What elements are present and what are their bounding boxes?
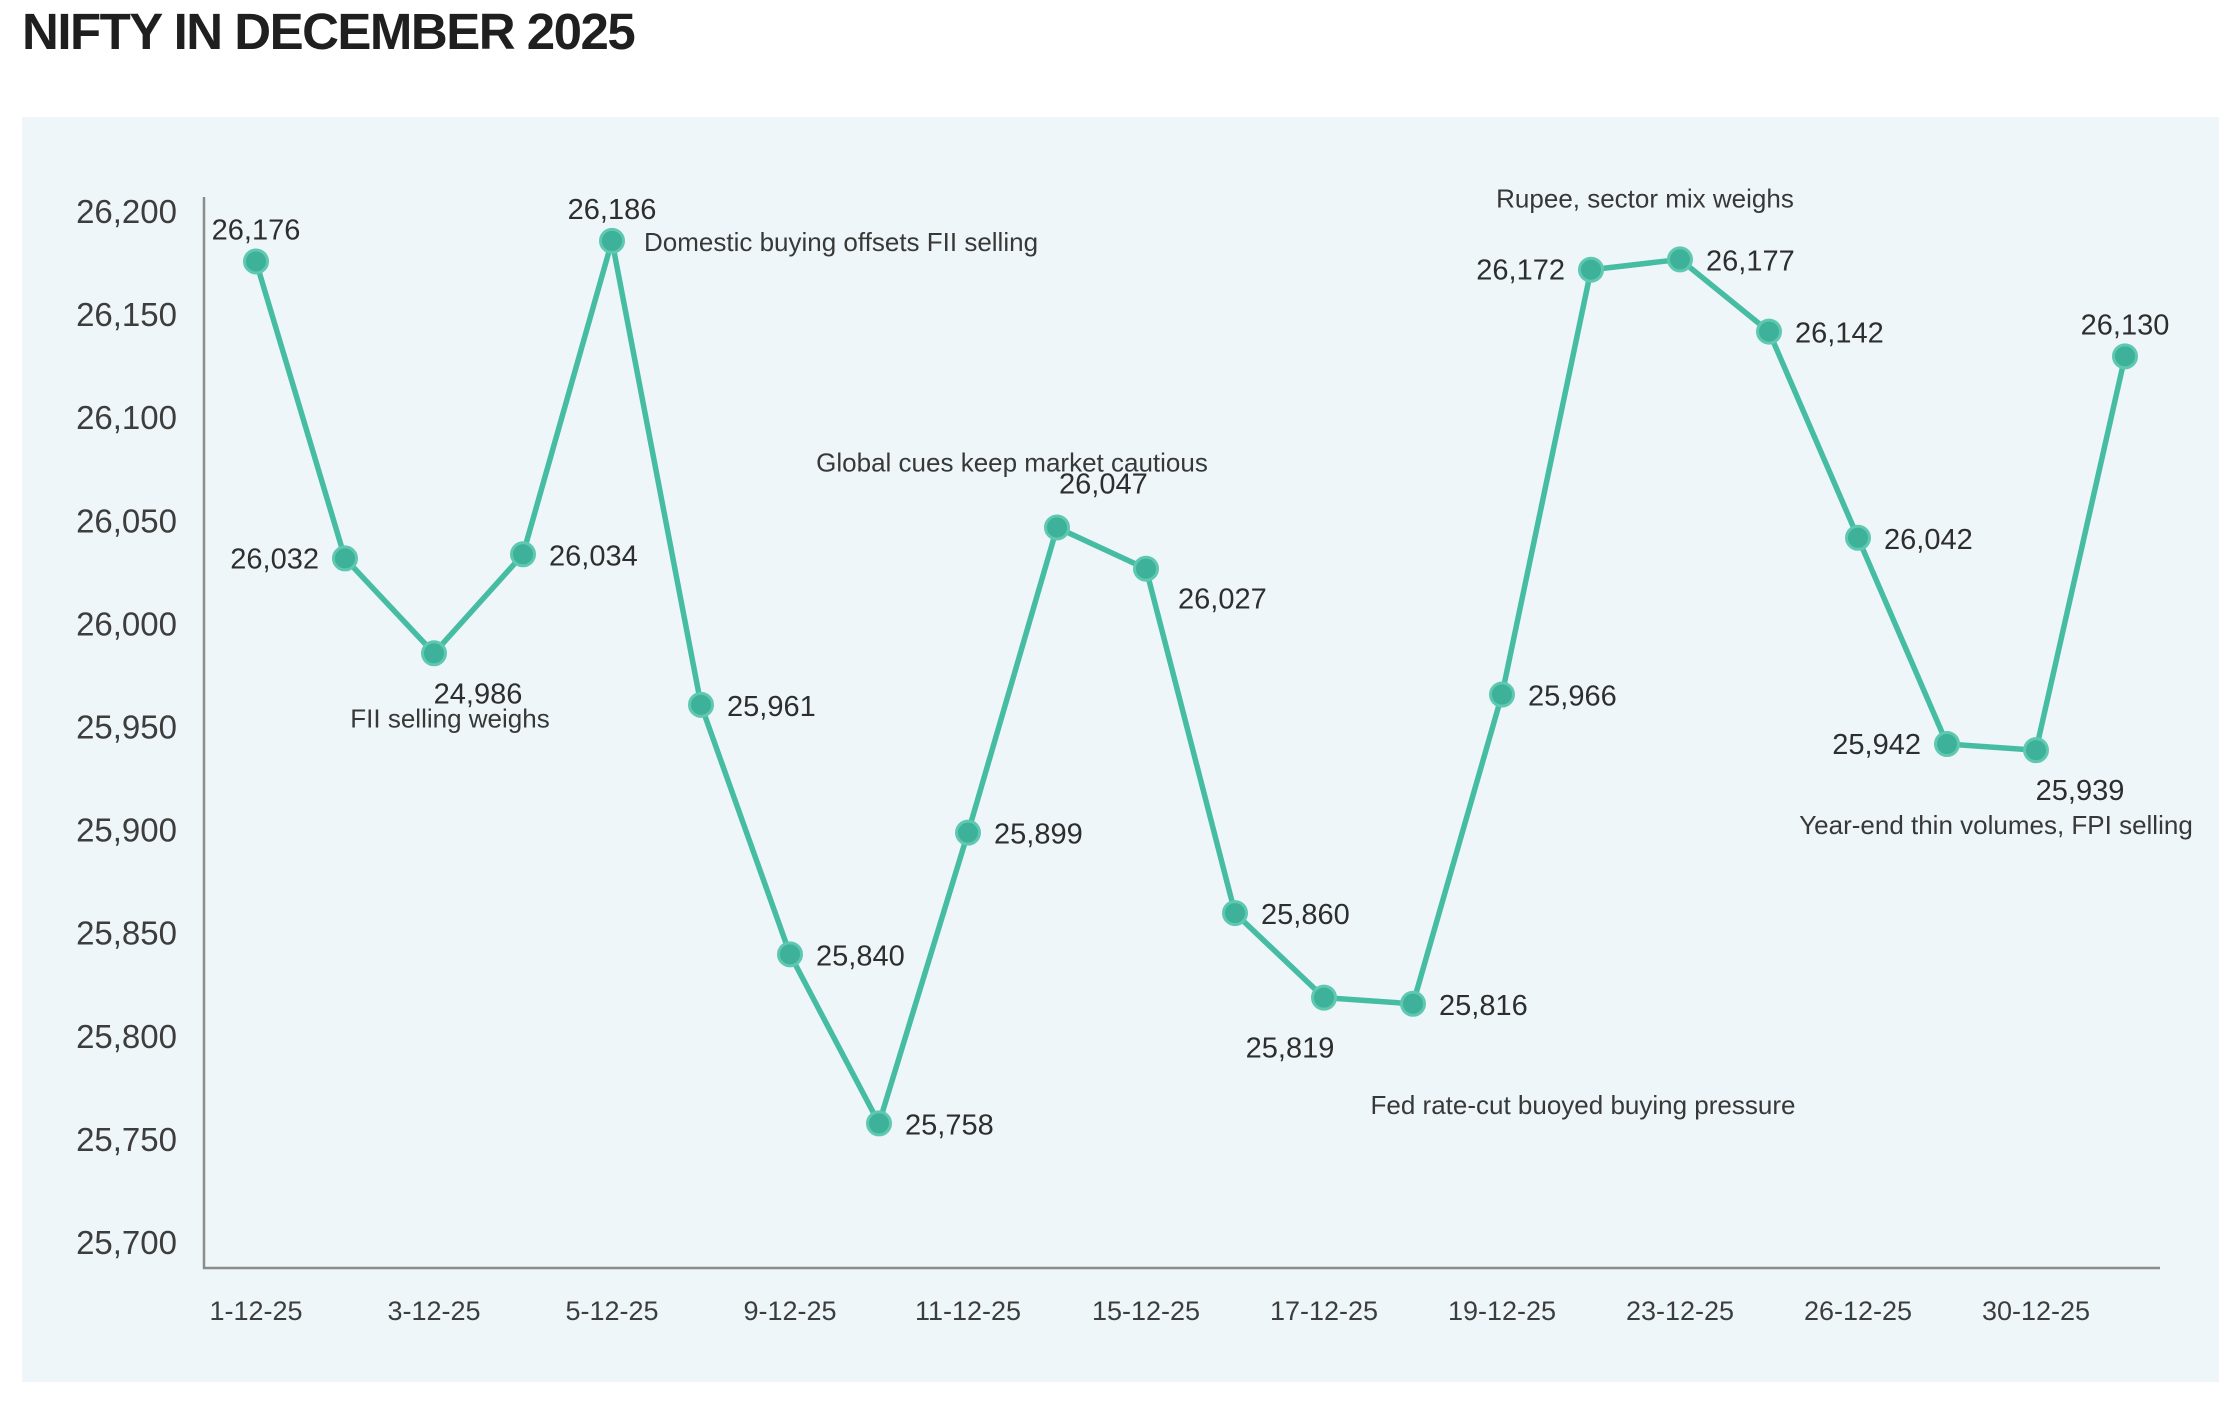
data-point <box>599 227 625 254</box>
data-point <box>1489 681 1515 708</box>
y-tick-label: 25,750 <box>76 1121 177 1158</box>
point-value-label: 25,840 <box>816 940 905 972</box>
point-value-label: 26,047 <box>1059 468 1148 500</box>
data-point <box>332 545 358 572</box>
x-tick-label: 26-12-25 <box>1804 1296 1912 1326</box>
y-tick-label: 26,000 <box>76 605 177 642</box>
point-value-label: 25,942 <box>1832 729 1921 761</box>
line-series <box>253 238 2128 1127</box>
data-point <box>1934 730 1960 757</box>
point-value-label: 25,899 <box>994 819 1083 851</box>
y-tick-label: 26,100 <box>76 399 177 436</box>
point-value-label: 25,819 <box>1246 1033 1335 1065</box>
point-value-label: 24,986 <box>434 678 523 710</box>
x-tick-label: 9-12-25 <box>743 1296 836 1326</box>
x-tick-label: 3-12-25 <box>387 1296 480 1326</box>
data-points <box>243 227 2138 1137</box>
data-point <box>1756 318 1782 345</box>
annotation-label: FII selling weighs <box>350 703 549 733</box>
axis-lines <box>202 197 2160 1270</box>
point-value-label: 25,966 <box>1528 681 1617 713</box>
data-line <box>253 238 2128 1127</box>
point-value-label: 25,758 <box>905 1109 994 1141</box>
y-tick-label: 26,050 <box>76 502 177 539</box>
annotation-label: Global cues keep market cautious <box>816 447 1208 477</box>
data-point <box>1845 524 1871 551</box>
data-point <box>1400 990 1426 1017</box>
data-point <box>421 640 447 667</box>
chart-panel-background <box>22 117 2219 1382</box>
annotation-label: Year-end thin volumes, FPI selling <box>1799 810 2193 840</box>
data-point <box>1133 555 1159 582</box>
point-value-label: 25,939 <box>2036 775 2125 807</box>
point-value-label: 26,130 <box>2081 309 2170 341</box>
point-value-label: 25,961 <box>727 691 816 723</box>
data-point <box>1222 900 1248 927</box>
x-tick-label: 11-12-25 <box>915 1296 1021 1326</box>
point-value-label: 26,177 <box>1706 245 1795 277</box>
y-tick-label: 25,900 <box>76 812 177 849</box>
x-tick-label: 19-12-25 <box>1448 1296 1556 1326</box>
data-point <box>1578 256 1604 283</box>
y-tick-label: 25,850 <box>76 915 177 952</box>
point-value-label: 26,034 <box>549 540 638 572</box>
x-tick-label: 5-12-25 <box>565 1296 658 1326</box>
y-tick-label: 25,800 <box>76 1018 177 1055</box>
data-point <box>2112 343 2138 370</box>
annotation-label: Rupee, sector mix weighs <box>1496 183 1794 213</box>
x-tick-label: 17-12-25 <box>1270 1296 1378 1326</box>
data-point <box>243 248 269 275</box>
annotation-label: Fed rate-cut buoyed buying pressure <box>1371 1090 1796 1120</box>
point-value-label: 25,816 <box>1439 990 1528 1022</box>
point-value-label: 26,186 <box>568 194 657 226</box>
annotation-label: Domestic buying offsets FII selling <box>644 227 1038 257</box>
data-point <box>955 819 981 846</box>
y-tick-label: 25,700 <box>76 1224 177 1261</box>
point-value-label: 26,176 <box>212 214 301 246</box>
data-point <box>688 691 714 718</box>
annotations: FII selling weighs Domestic buying offset… <box>350 183 2193 1119</box>
point-value-label: 26,032 <box>230 543 319 575</box>
y-axis-tick-labels: 26,200 26,150 26,100 26,050 26,000 25,950 25,9… <box>76 193 177 1261</box>
point-value-label: 26,042 <box>1884 524 1973 556</box>
point-value-labels: 26,176 26,032 24,986 26,034 26,186 25,961 25,8… <box>212 194 2170 1142</box>
data-point <box>1044 514 1070 541</box>
data-point <box>2023 737 2049 764</box>
data-point <box>1667 246 1693 273</box>
x-axis-tick-labels: 1-12-25 3-12-25 5-12-25 9-12-25 11-12-25 15-1… <box>209 1296 2090 1326</box>
data-point <box>777 941 803 968</box>
page-title: NIFTY IN DECEMBER 2025 <box>22 3 636 60</box>
point-value-label: 25,860 <box>1261 899 1350 931</box>
data-point <box>510 541 536 568</box>
point-value-label: 26,027 <box>1178 584 1267 616</box>
point-value-label: 26,142 <box>1795 318 1884 350</box>
y-tick-label: 26,200 <box>76 193 177 230</box>
point-value-label: 26,172 <box>1476 255 1565 287</box>
x-tick-label: 30-12-25 <box>1982 1296 2090 1326</box>
y-tick-label: 26,150 <box>76 296 177 333</box>
x-tick-label: 1-12-25 <box>209 1296 302 1326</box>
x-tick-label: 15-12-25 <box>1092 1296 1200 1326</box>
data-point <box>1311 984 1337 1011</box>
x-tick-label: 23-12-25 <box>1626 1296 1734 1326</box>
y-tick-label: 25,950 <box>76 709 177 746</box>
data-point <box>866 1110 892 1137</box>
